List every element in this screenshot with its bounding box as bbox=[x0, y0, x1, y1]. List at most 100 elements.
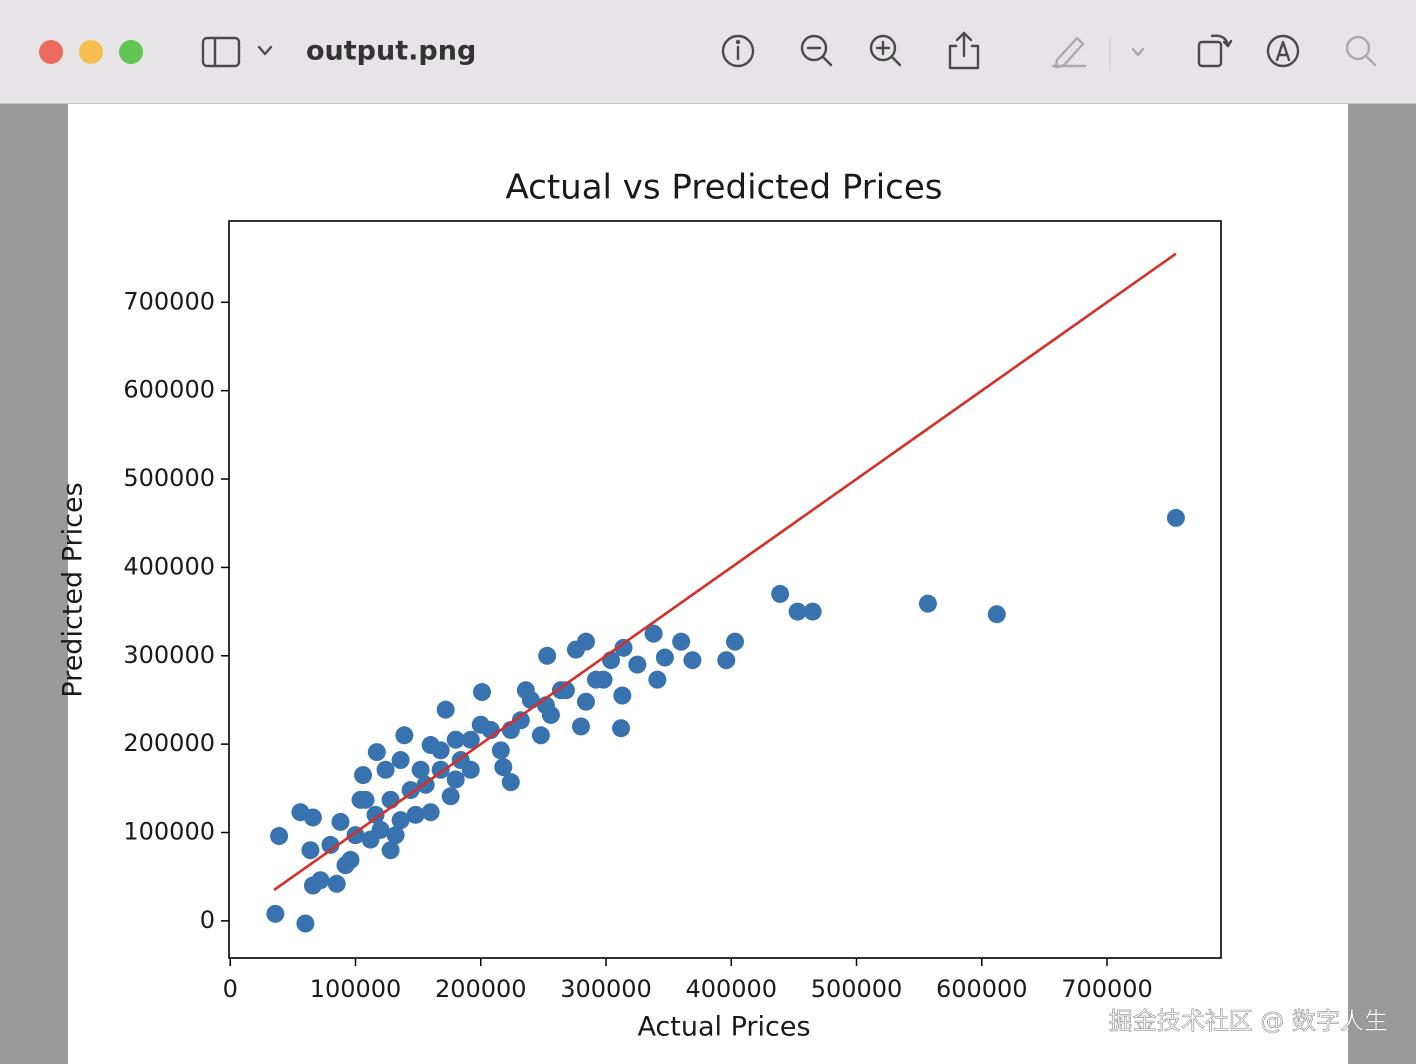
point bbox=[566, 640, 585, 659]
point bbox=[614, 638, 633, 657]
point bbox=[327, 874, 346, 893]
point bbox=[602, 651, 621, 670]
point bbox=[571, 717, 590, 736]
point bbox=[613, 686, 632, 705]
point bbox=[395, 726, 414, 745]
y-tick-label: 500000 bbox=[123, 464, 215, 492]
watermark: 掘金技术社区 @ 数字人生 bbox=[1109, 1007, 1388, 1035]
x-tick-label: 700000 bbox=[1061, 975, 1153, 1003]
y-axis-label: Predicted Prices bbox=[58, 482, 89, 697]
point bbox=[411, 760, 430, 779]
point bbox=[531, 726, 550, 745]
point bbox=[446, 730, 465, 749]
chart-title: Actual vs Predicted Prices bbox=[505, 168, 942, 208]
point bbox=[516, 681, 535, 700]
y-tick-label: 300000 bbox=[123, 641, 215, 669]
x-tick-label: 600000 bbox=[936, 975, 1028, 1003]
point bbox=[381, 841, 400, 860]
x-axis-label: Actual Prices bbox=[637, 1012, 810, 1043]
point bbox=[918, 594, 937, 613]
point bbox=[446, 770, 465, 789]
y-tick-label: 700000 bbox=[123, 287, 215, 315]
search-button[interactable] bbox=[1345, 35, 1377, 67]
plot-frame bbox=[228, 220, 1222, 959]
rotate-button[interactable] bbox=[1197, 34, 1233, 68]
markup-button[interactable] bbox=[1051, 36, 1087, 69]
minimize-button[interactable] bbox=[79, 40, 103, 64]
point bbox=[391, 811, 410, 830]
point bbox=[376, 760, 395, 779]
point bbox=[576, 692, 595, 711]
point bbox=[270, 827, 289, 846]
point bbox=[494, 758, 513, 777]
point bbox=[726, 632, 745, 651]
zoom-in-button[interactable] bbox=[869, 34, 902, 67]
point bbox=[391, 751, 410, 770]
zoom-button[interactable] bbox=[119, 40, 143, 64]
y-tick-label: 400000 bbox=[123, 552, 215, 580]
point bbox=[717, 651, 736, 670]
point bbox=[336, 856, 355, 875]
toolbar bbox=[0, 0, 1416, 103]
point bbox=[441, 787, 460, 806]
point bbox=[381, 790, 400, 809]
markup-menu[interactable] bbox=[1131, 47, 1145, 57]
point bbox=[311, 871, 330, 890]
x-tick-label: 500000 bbox=[811, 975, 903, 1003]
window-title: output.png bbox=[306, 36, 476, 67]
annotate-button[interactable] bbox=[1266, 34, 1300, 68]
point bbox=[987, 605, 1006, 624]
sidebar-toggle[interactable] bbox=[201, 36, 273, 68]
point bbox=[366, 805, 385, 824]
point bbox=[612, 719, 631, 738]
x-tick-label: 200000 bbox=[435, 975, 527, 1003]
point bbox=[672, 632, 691, 651]
point bbox=[538, 646, 557, 665]
point bbox=[541, 705, 560, 724]
plot bbox=[266, 252, 1185, 933]
point bbox=[628, 655, 647, 674]
close-button[interactable] bbox=[39, 40, 63, 64]
x-tick-label: 400000 bbox=[685, 975, 777, 1003]
point bbox=[401, 781, 420, 800]
point bbox=[471, 715, 490, 734]
point bbox=[356, 790, 375, 809]
point bbox=[296, 914, 315, 933]
point bbox=[491, 741, 510, 760]
point bbox=[421, 736, 440, 755]
reference-line bbox=[273, 252, 1177, 892]
point bbox=[683, 651, 702, 670]
y-tick-label: 100000 bbox=[123, 818, 215, 846]
point bbox=[648, 670, 667, 689]
point bbox=[586, 670, 605, 689]
point bbox=[501, 773, 520, 792]
point bbox=[436, 700, 455, 719]
x-tick-label: 300000 bbox=[560, 975, 652, 1003]
point bbox=[406, 805, 425, 824]
point bbox=[788, 602, 807, 621]
point bbox=[644, 624, 663, 643]
point bbox=[473, 683, 492, 702]
y-tick-label: 0 bbox=[200, 906, 215, 934]
point bbox=[266, 904, 285, 923]
point bbox=[803, 602, 822, 621]
point bbox=[386, 826, 405, 845]
point bbox=[655, 648, 674, 667]
point bbox=[461, 730, 480, 749]
point bbox=[301, 841, 320, 860]
point bbox=[331, 812, 350, 831]
point bbox=[1166, 508, 1185, 527]
zoom-out-button[interactable] bbox=[800, 34, 833, 67]
y-tick-label: 600000 bbox=[123, 376, 215, 404]
x-tick-label: 0 bbox=[223, 975, 238, 1003]
point bbox=[303, 808, 322, 827]
point bbox=[367, 743, 386, 762]
point bbox=[771, 584, 790, 603]
share-button[interactable] bbox=[948, 31, 980, 70]
y-tick-label: 200000 bbox=[123, 729, 215, 757]
info-button[interactable] bbox=[721, 34, 755, 68]
point bbox=[361, 830, 380, 849]
point bbox=[354, 766, 373, 785]
